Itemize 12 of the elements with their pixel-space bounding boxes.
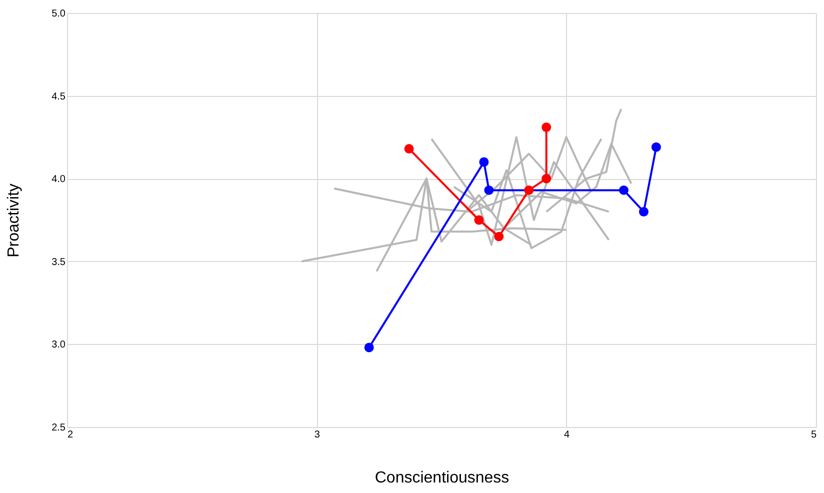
- x-tick-label: 5: [810, 430, 817, 440]
- x-tick-label: 3: [314, 430, 320, 440]
- y-tick-label: 3.0: [52, 340, 66, 351]
- y-tick-label: 4.0: [52, 174, 66, 186]
- x-tick-label: 4: [564, 430, 570, 440]
- x-tick-label: 2: [68, 430, 74, 440]
- y-tick-label: 2.5: [52, 422, 66, 434]
- y-tick-label: 5.0: [52, 8, 66, 20]
- x-axis-title: Conscientiousness: [374, 470, 510, 486]
- y-axis-title: Proactivity: [6, 184, 23, 258]
- y-tick-label: 3.5: [52, 256, 66, 268]
- y-tick-label: 4.5: [52, 91, 66, 102]
